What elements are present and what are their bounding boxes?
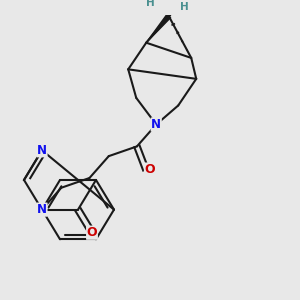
Text: N: N xyxy=(151,118,161,131)
Text: O: O xyxy=(145,163,155,176)
Polygon shape xyxy=(146,15,171,43)
Text: H: H xyxy=(180,2,189,11)
Text: N: N xyxy=(37,144,47,157)
Text: O: O xyxy=(87,226,97,239)
Text: H: H xyxy=(146,0,155,8)
Text: N: N xyxy=(37,203,47,216)
